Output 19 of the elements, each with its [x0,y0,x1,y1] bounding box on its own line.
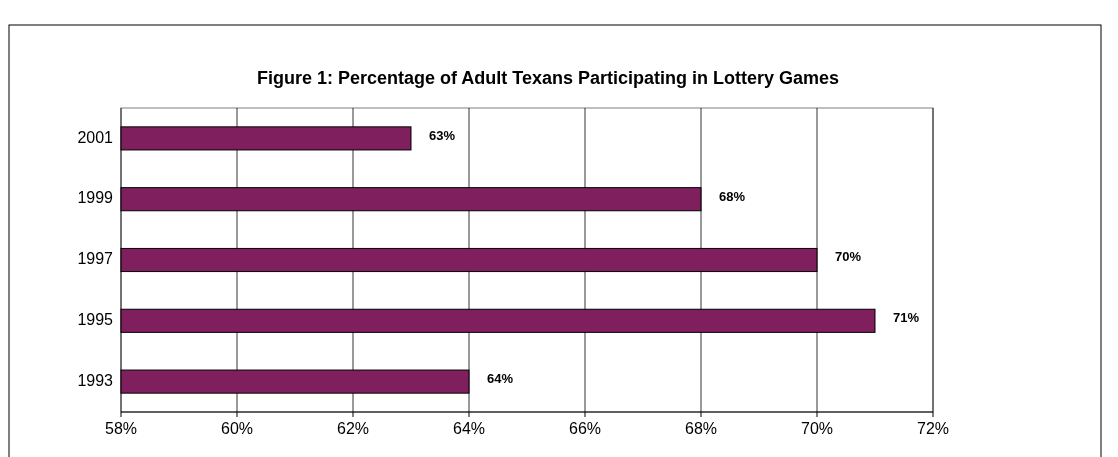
x-tick-label: 64% [452,420,486,437]
y-tick-label: 1995 [77,311,114,329]
data-label: 64% [487,371,514,387]
x-tick-label: 62% [336,420,370,437]
x-tick-label: 60% [220,420,254,437]
y-tick-label: 2001 [77,128,114,146]
y-tick-label: 1997 [77,250,114,268]
chart-title: Figure 1: Percentage of Adult Texans Participating in Lottery Games [256,68,840,88]
x-tick-label: 72% [916,420,950,437]
data-label: 68% [719,188,746,204]
y-tick-label: 1999 [77,189,114,207]
x-tick-label: 68% [684,420,718,437]
data-label: 70% [835,249,862,265]
x-tick-label: 66% [568,420,602,437]
data-label: 63% [429,127,456,143]
data-label: 71% [893,310,920,326]
x-tick-label: 70% [800,420,834,437]
y-tick-label: 1993 [77,371,114,389]
x-tick-label: 58% [104,420,138,437]
